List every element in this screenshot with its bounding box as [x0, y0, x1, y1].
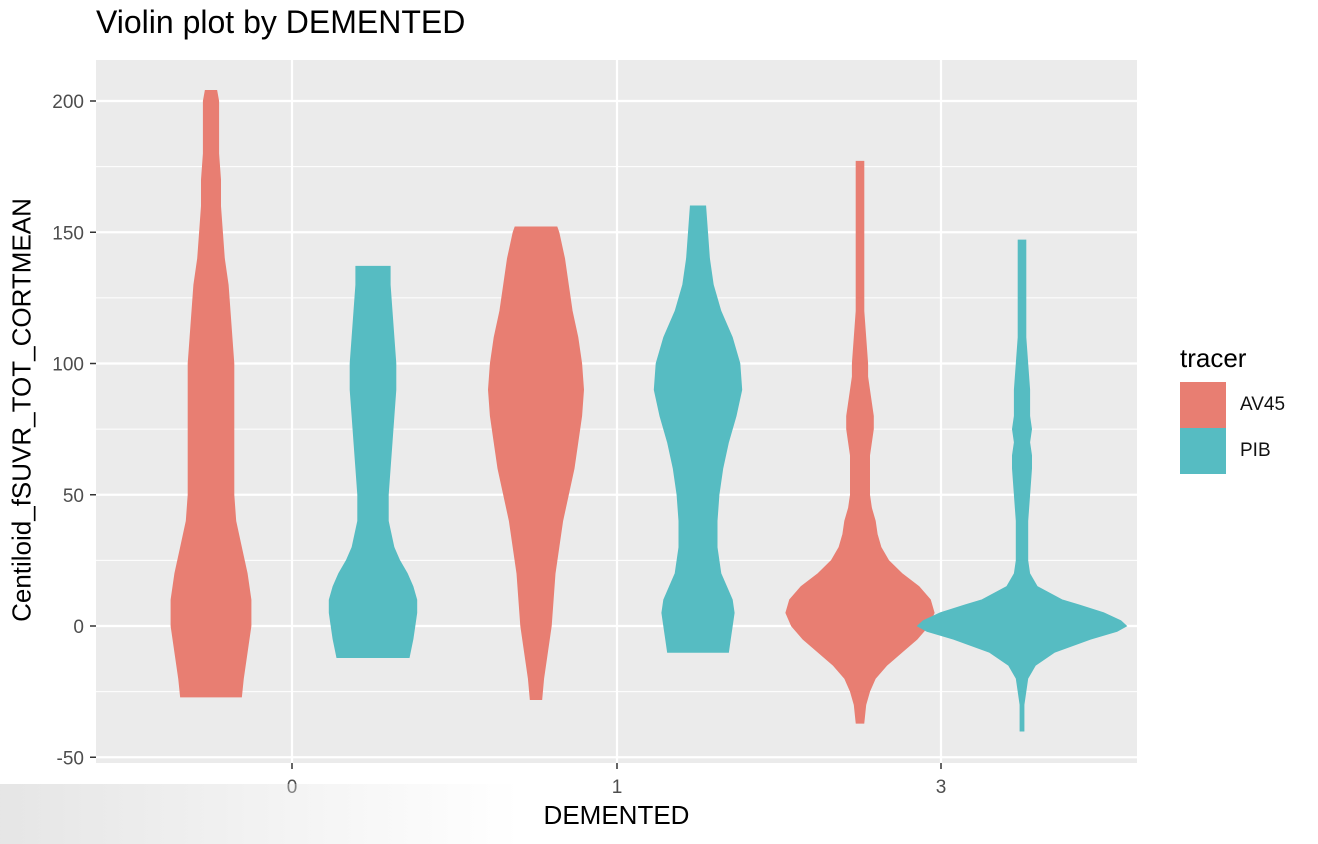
y-tick-label: 150: [52, 223, 84, 244]
y-tick-label: -50: [57, 748, 84, 769]
legend: tracer AV45 PIB: [1180, 343, 1285, 474]
violin-av45-1: [487, 226, 585, 700]
y-tick-label: 50: [63, 486, 84, 507]
legend-label-pib: PIB: [1240, 440, 1271, 461]
violin-av45-3: [785, 160, 935, 724]
violin-pib-3: [916, 239, 1128, 732]
chart-title: Violin plot by DEMENTED: [96, 4, 466, 40]
y-axis-title: Centiloid_fSUVR_TOT_CORTMEAN: [6, 198, 37, 622]
legend-item-pib: PIB: [1180, 428, 1285, 474]
x-tick-label: 0: [287, 777, 298, 798]
legend-key-pib: [1180, 428, 1226, 474]
legend-label-av45: AV45: [1240, 394, 1286, 415]
x-axis-title: DEMENTED: [543, 800, 690, 830]
legend-item-av45: AV45: [1180, 382, 1285, 428]
legend-title: tracer: [1180, 343, 1247, 373]
violin-pib-0: [328, 265, 418, 658]
violin-av45-0: [170, 90, 252, 698]
y-tick-label: 200: [52, 92, 84, 113]
violin-pib-1: [653, 205, 743, 653]
x-tick-label: 3: [936, 777, 947, 798]
y-tick-label: 100: [52, 355, 84, 376]
y-tick-label: 0: [73, 617, 84, 638]
legend-key-av45: [1180, 382, 1226, 428]
x-tick-label: 1: [612, 777, 623, 798]
